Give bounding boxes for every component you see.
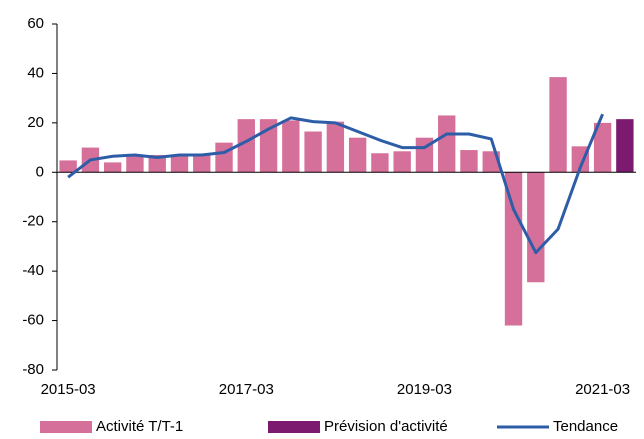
legend-label: Tendance [553,418,618,435]
y-tick-label: 60 [27,15,44,32]
bar [103,162,122,173]
bar [348,137,367,173]
bar [193,154,211,173]
bar [616,119,634,173]
y-tick-label: -80 [22,361,44,378]
bar [304,131,322,173]
bar [126,154,144,173]
legend-label: Prévision d'activité [324,418,448,435]
bar [460,150,478,173]
bar [237,119,255,173]
bar [59,160,77,173]
bar [527,172,545,283]
bar [148,154,166,173]
x-tick-label: 2021-03 [575,381,630,398]
y-tick-label: 20 [27,114,44,131]
bar [571,146,590,173]
trend-line [67,113,604,255]
bar [371,153,389,173]
y-tick-label: -40 [22,262,44,279]
bar [326,121,345,173]
y-tick-label: 40 [27,64,44,81]
legend-label: Activité T/T-1 [96,418,183,435]
bar [393,151,411,173]
x-tick-label: 2017-03 [219,381,274,398]
bar [282,120,300,173]
x-tick-label: 2015-03 [41,381,96,398]
bar [593,122,612,173]
bar [504,172,523,326]
legend-swatch [40,421,92,433]
bar [549,77,567,173]
y-tick-label: -60 [22,312,44,329]
y-tick-label: -20 [22,213,44,230]
bar [438,115,456,173]
bar [170,154,189,173]
bar [215,142,233,173]
legend-swatch [268,421,320,433]
x-tick-label: 2019-03 [397,381,452,398]
y-tick-label: 0 [36,163,44,180]
